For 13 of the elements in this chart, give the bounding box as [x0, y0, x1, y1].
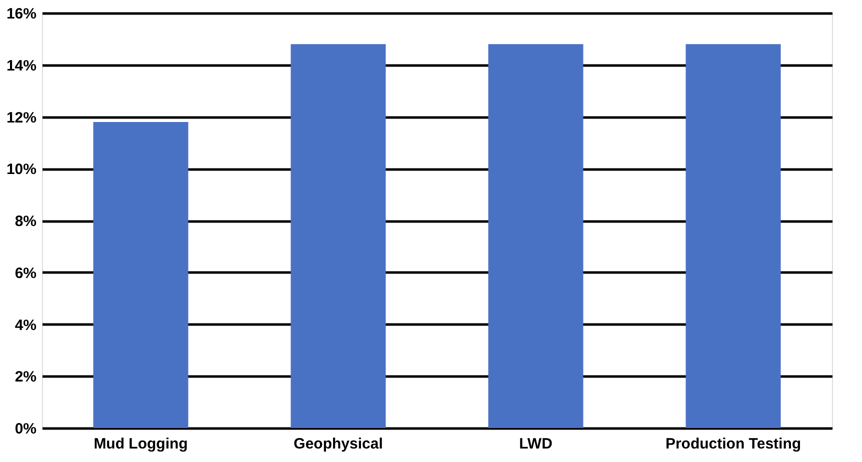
y-tick-label: 0%	[14, 420, 36, 438]
x-tick-label: LWD	[519, 436, 553, 452]
y-tick-label: 10%	[6, 161, 36, 178]
y-tick-label: 4%	[14, 316, 36, 334]
y-tick-label: 2%	[14, 368, 36, 386]
y-tick-label: 6%	[14, 264, 36, 282]
y-tick-label: 8%	[14, 213, 36, 230]
x-tick-label: Production Testing	[665, 436, 802, 452]
y-tick-label: 14%	[6, 57, 36, 74]
y-tick-label: 12%	[6, 109, 36, 126]
x-tick-label: Geophysical	[294, 436, 383, 452]
x-tick-label: Mud Logging	[94, 436, 188, 452]
y-tick-label: 16%	[6, 6, 36, 22]
